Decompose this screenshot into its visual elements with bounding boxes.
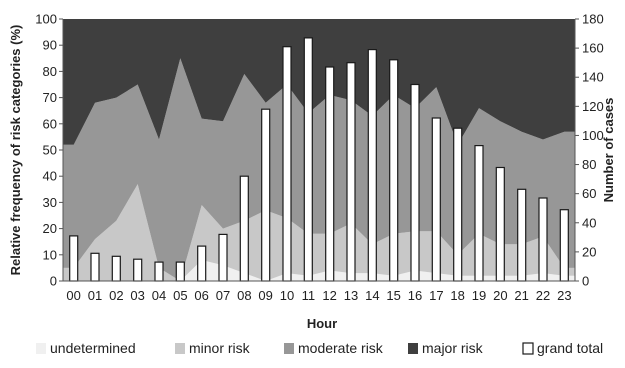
x-tick-label: 02 [109, 288, 123, 303]
bar-grand-total-08 [239, 175, 249, 282]
bar-grand-total-14 [367, 48, 377, 282]
legend-label: moderate risk [298, 340, 384, 356]
bar-grand-total-05 [175, 261, 185, 282]
bar-grand-total-09 [261, 108, 271, 282]
x-tick-label: 13 [344, 288, 358, 303]
x-tick-label: 09 [258, 288, 272, 303]
bar-grand-total-03 [133, 258, 143, 282]
x-tick-label: 10 [280, 288, 294, 303]
y-left-tick-label: 10 [43, 247, 57, 262]
legend-label: grand total [537, 340, 603, 356]
legend-item-moderate-risk: moderate risk [284, 340, 384, 356]
y-right-tick-label: 180 [582, 12, 604, 27]
x-tick-label: 12 [322, 288, 336, 303]
y-left-tick-label: 80 [43, 64, 57, 79]
y-right-tick-label: 80 [582, 157, 596, 172]
legend-item-undetermined: undetermined [36, 340, 136, 356]
x-tick-label: 08 [237, 288, 251, 303]
y-left-tick-label: 100 [35, 12, 57, 27]
legend-swatch [36, 343, 46, 354]
y-right-tick-label: 0 [582, 274, 589, 289]
y-right-tick-label: 160 [582, 41, 604, 56]
x-tick-label: 15 [386, 288, 400, 303]
x-tick-label: 06 [194, 288, 208, 303]
y-left-tick-label: 20 [43, 221, 57, 236]
bar-grand-total-19 [474, 145, 484, 282]
legend: undetermined minor risk moderate risk major… [36, 340, 603, 356]
x-tick-label: 07 [216, 288, 230, 303]
bar-grand-total-15 [389, 59, 399, 282]
axes-layer: 0102030405060708090100020406080100120140… [35, 12, 603, 304]
x-tick-label: 19 [472, 288, 486, 303]
legend-swatch [175, 343, 185, 354]
bar-grand-total-22 [538, 197, 548, 282]
y-right-tick-label: 60 [582, 186, 596, 201]
y-left-tick-label: 60 [43, 116, 57, 131]
area-moderate-risk [63, 58, 575, 281]
y-left-tick-label: 90 [43, 38, 57, 53]
bar-grand-total-11 [303, 37, 313, 282]
y-right-tick-label: 40 [582, 215, 596, 230]
bar-grand-total-04 [154, 261, 164, 282]
bar-grand-total-06 [197, 245, 207, 282]
bar-grand-total-20 [495, 166, 505, 282]
x-tick-label: 01 [88, 288, 102, 303]
x-tick-label: 11 [302, 288, 316, 303]
x-tick-label: 22 [536, 288, 550, 303]
area-undetermined [63, 260, 575, 281]
legend-item-grand-total: grand total [522, 340, 603, 356]
legend-label: undetermined [50, 340, 136, 356]
x-tick-label: 20 [493, 288, 507, 303]
y-left-tick-label: 70 [43, 90, 57, 105]
x-tick-label: 04 [152, 288, 166, 303]
x-tick-label: 05 [173, 288, 187, 303]
y-left-tick-label: 30 [43, 195, 57, 210]
bar-grand-total-12 [325, 66, 335, 282]
y-axis-right-title: Number of cases [601, 98, 616, 203]
legend-label: major risk [422, 340, 484, 356]
area-major-risk [63, 19, 575, 145]
y-right-tick-label: 100 [582, 128, 604, 143]
y-left-tick-label: 0 [50, 274, 57, 289]
bar-grand-total-00 [69, 235, 79, 282]
x-tick-label: 23 [557, 288, 571, 303]
legend-swatch [408, 343, 418, 354]
legend-label: minor risk [189, 340, 251, 356]
x-tick-label: 17 [429, 288, 443, 303]
bar-grand-total-02 [111, 255, 121, 282]
x-tick-label: 21 [514, 288, 528, 303]
legend-swatch [284, 343, 294, 354]
bar-grand-total-07 [218, 233, 228, 282]
bar-grand-total-23 [559, 209, 569, 282]
x-tick-label: 03 [130, 288, 144, 303]
bar-grand-total-18 [453, 127, 463, 282]
x-axis-title: Hour [307, 316, 337, 331]
x-tick-label: 18 [450, 288, 464, 303]
y-right-tick-label: 20 [582, 244, 596, 259]
x-tick-label: 00 [66, 288, 80, 303]
area-minor-risk [63, 184, 575, 281]
x-tick-label: 14 [365, 288, 379, 303]
legend-item-major-risk: major risk [408, 340, 484, 356]
bar-grand-total-21 [517, 188, 527, 282]
bar-grand-total-17 [431, 117, 441, 282]
stacked-area-layer [63, 19, 575, 281]
y-left-tick-label: 50 [43, 143, 57, 158]
y-right-tick-label: 140 [582, 70, 604, 85]
y-right-tick-label: 120 [582, 99, 604, 114]
legend-item-minor-risk: minor risk [175, 340, 251, 356]
bar-grand-total-10 [282, 46, 292, 282]
x-tick-label: 16 [408, 288, 422, 303]
legend-swatch [522, 342, 534, 355]
bar-grand-total-16 [410, 83, 420, 282]
y-axis-left-title: Relative frequency of risk categories (%… [8, 25, 23, 276]
bar-grand-total-13 [346, 62, 356, 282]
bar-grand-total-01 [90, 252, 100, 282]
y-left-tick-label: 40 [43, 169, 57, 184]
